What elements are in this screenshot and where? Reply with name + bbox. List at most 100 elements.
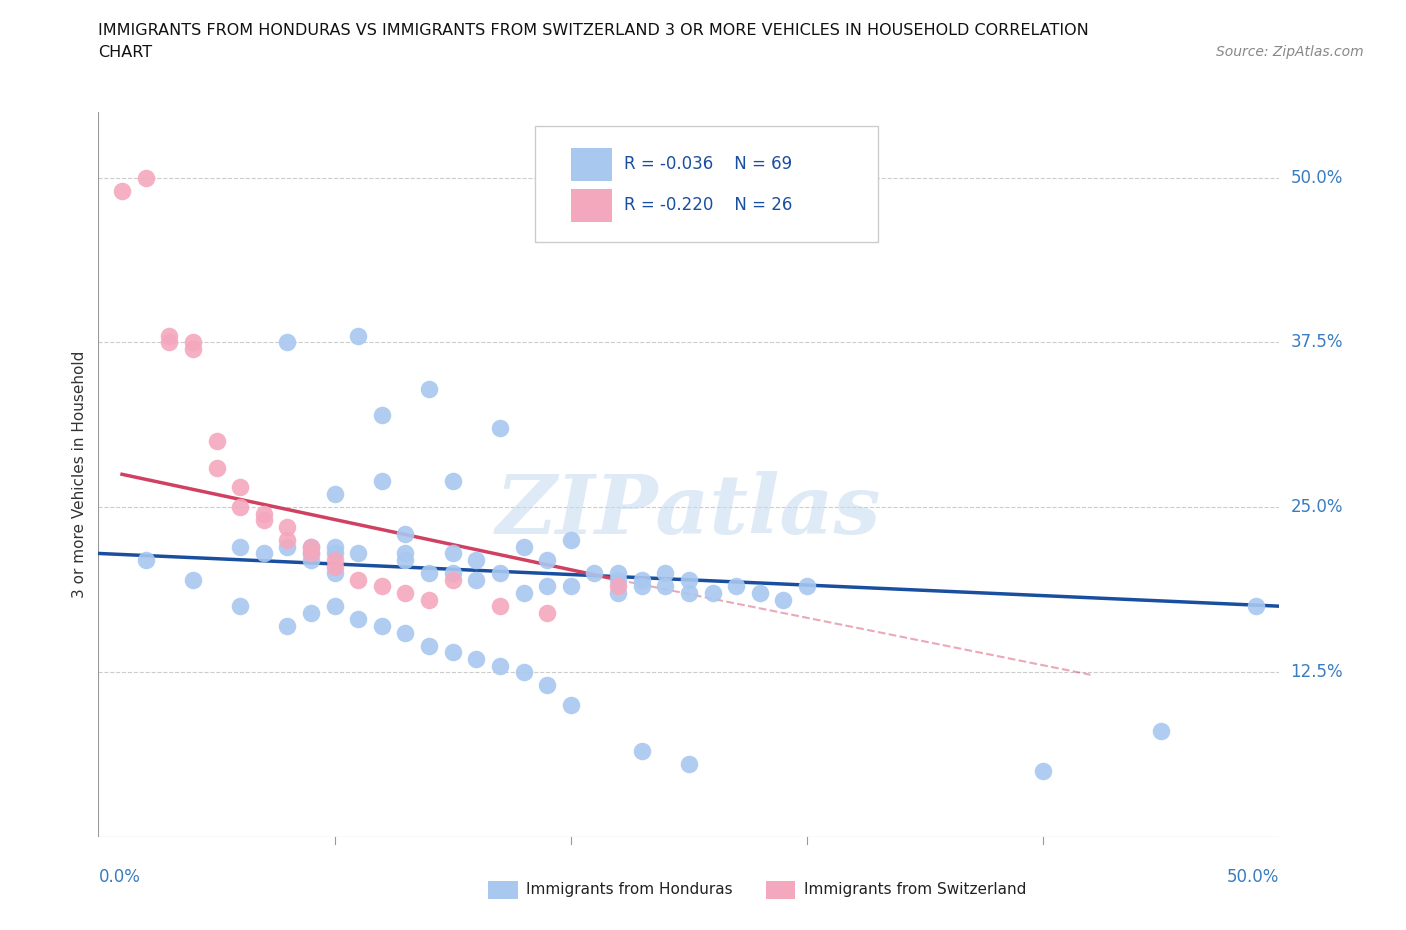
Point [229, 480, 252, 495]
Point [725, 579, 748, 594]
Point [489, 599, 512, 614]
Point [323, 546, 346, 561]
Point [441, 546, 464, 561]
Point [371, 407, 394, 422]
Text: 50.0%: 50.0% [1227, 868, 1279, 885]
Point [441, 572, 464, 587]
Point [229, 499, 252, 514]
Point [299, 539, 322, 554]
Point [607, 579, 630, 594]
Point [702, 586, 724, 601]
Point [465, 652, 488, 667]
Point [347, 328, 370, 343]
Point [748, 586, 770, 601]
Point [347, 546, 370, 561]
Point [205, 460, 228, 475]
Point [1150, 724, 1173, 739]
Point [253, 546, 276, 561]
Point [441, 644, 464, 659]
Point [465, 572, 488, 587]
Point [489, 565, 512, 580]
Point [536, 552, 558, 567]
Text: CHART: CHART [98, 45, 152, 60]
Point [181, 572, 204, 587]
Point [323, 599, 346, 614]
Text: Immigrants from Switzerland: Immigrants from Switzerland [803, 883, 1026, 897]
Point [205, 434, 228, 449]
Point [299, 552, 322, 567]
Point [1032, 764, 1054, 778]
Point [465, 552, 488, 567]
Point [418, 638, 440, 653]
Point [347, 612, 370, 627]
Point [512, 539, 534, 554]
Point [276, 539, 298, 554]
Point [630, 744, 652, 759]
Point [323, 486, 346, 501]
Text: 12.5%: 12.5% [1291, 663, 1343, 681]
Text: ZIPatlas: ZIPatlas [496, 471, 882, 551]
Text: Source: ZipAtlas.com: Source: ZipAtlas.com [1216, 45, 1364, 59]
Point [157, 335, 180, 350]
Text: 25.0%: 25.0% [1291, 498, 1343, 516]
Point [560, 533, 582, 548]
Point [1244, 599, 1267, 614]
Point [536, 605, 558, 620]
Point [299, 546, 322, 561]
Point [323, 565, 346, 580]
Point [347, 572, 370, 587]
Text: 50.0%: 50.0% [1291, 168, 1343, 187]
Point [323, 559, 346, 574]
Point [394, 586, 416, 601]
Point [536, 678, 558, 693]
Point [607, 565, 630, 580]
Point [111, 183, 134, 198]
Point [654, 565, 676, 580]
Text: 0.0%: 0.0% [98, 868, 141, 885]
Point [441, 565, 464, 580]
Point [512, 665, 534, 680]
Point [276, 618, 298, 633]
Point [299, 539, 322, 554]
Point [630, 579, 652, 594]
Point [394, 546, 416, 561]
FancyBboxPatch shape [766, 881, 796, 898]
Point [418, 592, 440, 607]
Point [253, 507, 276, 522]
Point [394, 526, 416, 541]
Point [489, 658, 512, 673]
Point [418, 381, 440, 396]
Point [654, 579, 676, 594]
Point [796, 579, 818, 594]
Point [135, 170, 157, 185]
Text: Immigrants from Honduras: Immigrants from Honduras [526, 883, 733, 897]
Point [678, 757, 700, 772]
Point [536, 579, 558, 594]
FancyBboxPatch shape [488, 881, 517, 898]
Point [323, 552, 346, 567]
FancyBboxPatch shape [571, 189, 612, 222]
FancyBboxPatch shape [571, 148, 612, 180]
Point [371, 579, 394, 594]
Y-axis label: 3 or more Vehicles in Household: 3 or more Vehicles in Household [72, 351, 87, 598]
Point [323, 539, 346, 554]
Point [772, 592, 794, 607]
Point [418, 565, 440, 580]
Point [135, 552, 157, 567]
Point [157, 328, 180, 343]
Point [276, 533, 298, 548]
Text: 37.5%: 37.5% [1291, 334, 1343, 352]
Point [607, 586, 630, 601]
Point [441, 473, 464, 488]
Point [678, 572, 700, 587]
Point [371, 473, 394, 488]
Point [583, 565, 606, 580]
Point [229, 539, 252, 554]
Point [181, 335, 204, 350]
Point [394, 625, 416, 640]
Point [371, 618, 394, 633]
Point [512, 586, 534, 601]
Text: IMMIGRANTS FROM HONDURAS VS IMMIGRANTS FROM SWITZERLAND 3 OR MORE VEHICLES IN HO: IMMIGRANTS FROM HONDURAS VS IMMIGRANTS F… [98, 23, 1090, 38]
Text: R = -0.220    N = 26: R = -0.220 N = 26 [624, 196, 793, 214]
Point [607, 572, 630, 587]
